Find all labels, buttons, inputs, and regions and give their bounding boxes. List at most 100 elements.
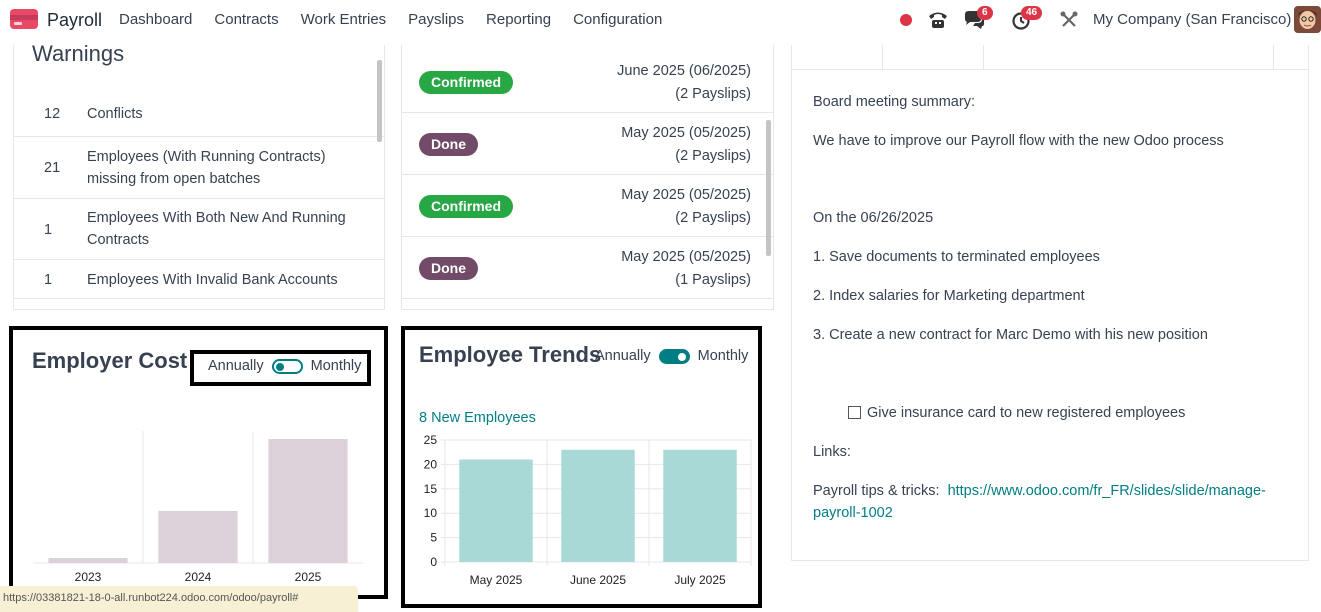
batch-name: May 2025 (05/2025) (621, 125, 751, 141)
employer-cost-chart: 2023 2024 2025 (33, 431, 363, 584)
checkbox-label: Give insurance card to new registered em… (867, 405, 1186, 421)
recording-indicator-icon[interactable] (898, 0, 914, 40)
batch-payslip-count: (2 Payslips) (675, 210, 751, 226)
payroll-app-icon[interactable] (10, 9, 38, 29)
new-employees-link[interactable]: 8 New Employees (419, 410, 536, 426)
messages-icon[interactable]: 6 (960, 0, 993, 40)
messages-badge: 6 (977, 6, 993, 20)
app-name[interactable]: Payroll (47, 10, 103, 30)
notes-tabs (792, 45, 1308, 70)
y-tick-label: 25 (424, 433, 438, 447)
x-tick-label: May 2025 (470, 573, 523, 587)
warnings-scrollbar[interactable] (377, 60, 382, 142)
user-avatar[interactable] (1294, 6, 1321, 33)
batch-name: June 2025 (06/2025) (617, 63, 751, 79)
warning-label: Employees (With Running Contracts) missi… (87, 149, 326, 187)
company-switcher[interactable]: My Company (San Francisco) (1093, 11, 1292, 28)
warnings-card: Warnings 12 Conflicts 21 Employees (With… (13, 45, 385, 310)
payslip-batches-card: Confirmed June 2025 (06/2025) (2 Payslip… (401, 45, 774, 310)
warning-label: Conflicts (87, 106, 143, 122)
menu-work-entries[interactable]: Work Entries (300, 11, 387, 28)
menu-payslips[interactable]: Payslips (408, 11, 465, 28)
warning-count: 1 (44, 222, 53, 238)
y-tick-label: 10 (424, 506, 438, 520)
employer-cost-card: 2023 2024 2025 Employer Cost Annually Mont… (9, 326, 388, 599)
tips-label: Payroll tips & tricks: (813, 483, 940, 499)
employee-trends-title: Employee Trends (419, 342, 602, 367)
batch-name: May 2025 (05/2025) (621, 249, 751, 265)
warnings-title: Warnings (32, 45, 125, 66)
employer-cost-toggle-highlight: Annually Monthly (190, 350, 371, 386)
bar-July-2025 (663, 449, 737, 562)
batch-name: May 2025 (05/2025) (621, 187, 751, 203)
employee-trends-chart: 0 5 10 15 20 25 May 2025 June 2025 July 2025 (424, 433, 752, 587)
batch-state-badge: Confirmed (419, 195, 513, 218)
bar-2025 (268, 439, 348, 563)
note-text[interactable]: Board meeting summary: (813, 94, 975, 110)
employer-cost-title: Employer Cost (32, 348, 188, 373)
batch-row[interactable]: Confirmed June 2025 (06/2025) (2 Payslip… (402, 51, 773, 113)
warning-count: 1 (44, 272, 53, 288)
activity-badge: 46 (1021, 6, 1043, 20)
batches-scrollbar[interactable] (766, 120, 771, 256)
warning-count: 21 (44, 160, 61, 176)
batch-payslip-count: (2 Payslips) (675, 86, 751, 102)
tab-divider (983, 45, 984, 70)
batch-row[interactable]: Done May 2025 (05/2025) (1 Payslips) (402, 237, 773, 299)
batch-payslip-count: (1 Payslips) (675, 272, 751, 288)
menu-contracts[interactable]: Contracts (214, 11, 279, 28)
toggle-annually-label: Annually (595, 348, 651, 364)
batch-state-badge: Done (419, 133, 478, 156)
note-text[interactable]: We have to improve our Payroll flow with… (813, 133, 1224, 149)
y-tick-label: 0 (430, 555, 437, 569)
warnings-bottom-divider (14, 298, 384, 309)
notes-panel: Board meeting summary: We have to improv… (791, 45, 1309, 561)
tab-divider (1273, 45, 1274, 70)
y-tick-label: 15 (424, 482, 438, 496)
x-tick-label: July 2025 (674, 573, 726, 587)
warning-label: Employees With Invalid Bank Accounts (87, 272, 338, 288)
batch-state-badge: Confirmed (419, 71, 513, 94)
bar-2024 (158, 510, 238, 563)
note-text[interactable]: On the 06/26/2025 (813, 210, 934, 226)
toggle-monthly-label: Monthly (310, 358, 362, 374)
x-tick-label: June 2025 (570, 573, 626, 587)
warning-label: Employees With Both New And Running Cont… (87, 210, 346, 248)
activity-clock-icon[interactable]: 46 (1006, 0, 1043, 40)
batch-row[interactable]: Confirmed May 2025 (05/2025) (2 Payslips… (402, 175, 773, 237)
batch-state-badge: Done (419, 257, 478, 280)
menu-dashboard[interactable]: Dashboard (119, 11, 193, 28)
y-tick-label: 5 (430, 531, 437, 545)
phone-icon[interactable] (926, 0, 950, 40)
x-tick-label: 2024 (185, 570, 212, 584)
toggle-annually-label: Annually (208, 358, 264, 374)
note-list-item[interactable]: 1. Save documents to terminated employee… (813, 249, 1100, 265)
note-text: Links: (813, 444, 851, 460)
menu-configuration[interactable]: Configuration (573, 11, 663, 28)
insurance-checkbox[interactable] (848, 406, 861, 419)
bar-June-2025 (561, 449, 635, 562)
warning-row-missing-batches[interactable]: 21 Employees (With Running Contracts) mi… (14, 136, 384, 198)
warning-count: 12 (44, 106, 61, 122)
tips-link-continued[interactable]: payroll-1002 (813, 505, 893, 521)
y-tick-label: 20 (424, 457, 438, 471)
note-list-item[interactable]: 3. Create a new contract for Marc Demo w… (813, 327, 1208, 343)
period-toggle-switch[interactable] (658, 348, 690, 364)
note-list-item[interactable]: 2. Index salaries for Marketing departme… (813, 288, 1085, 304)
batch-row[interactable]: Done May 2025 (05/2025) (2 Payslips) (402, 113, 773, 175)
browser-status-url: https://03381821-18-0-all.runbot224.odoo… (0, 586, 358, 612)
batch-payslip-count: (2 Payslips) (675, 148, 751, 164)
menu-reporting[interactable]: Reporting (486, 11, 552, 28)
debug-tools-icon[interactable] (1058, 0, 1080, 40)
tips-link[interactable]: https://www.odoo.com/fr_FR/slides/slide/… (947, 483, 1266, 499)
bar-May-2025 (459, 459, 533, 562)
top-navbar: Payroll Dashboard Contracts Work Entries… (0, 0, 1321, 40)
period-toggle-switch[interactable] (271, 358, 303, 374)
warning-row-conflicts[interactable]: 12 Conflicts (14, 90, 384, 136)
employee-trends-card: 0 5 10 15 20 25 May 2025 June 2025 July 2025 Emp… (401, 326, 762, 608)
x-tick-label: 2023 (75, 570, 102, 584)
tab-divider (882, 45, 883, 70)
note-text: Payroll tips & tricks: https://www.odoo.… (813, 480, 1266, 502)
warning-row-invalid-bank[interactable]: 1 Employees With Invalid Bank Accounts (14, 259, 384, 299)
warning-row-new-and-running[interactable]: 1 Employees With Both New And Running Co… (14, 198, 384, 259)
